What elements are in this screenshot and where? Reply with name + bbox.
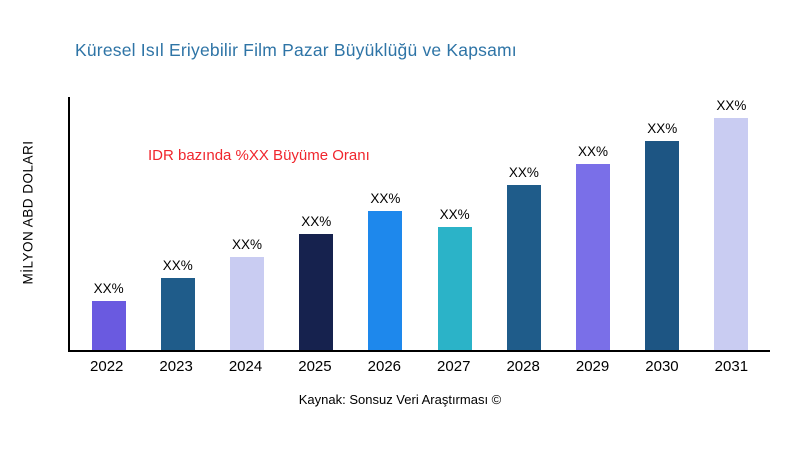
bar-value-label: XX% (716, 98, 747, 113)
x-tick-2025: 2025 (298, 358, 332, 375)
bar-column-2029: XX% (558, 144, 627, 350)
bar-2022 (91, 301, 126, 350)
x-tick-2026: 2026 (367, 358, 402, 375)
bar-value-label: XX% (508, 165, 539, 180)
bar-value-label: XX% (370, 191, 401, 206)
bar-2028 (506, 185, 541, 350)
bar-2024 (230, 257, 264, 350)
x-axis-tick-labels: 2022 2023 2024 2025 2026 2027 2028 2029 2030 2031 (68, 358, 770, 375)
bar-value-label: XX% (93, 281, 124, 296)
x-tick-2024: 2024 (228, 358, 263, 375)
bar-column-2031: XX% (697, 98, 766, 350)
x-tick-2030: 2030 (645, 358, 679, 375)
bar-2029 (576, 164, 611, 350)
bar-2025 (299, 234, 334, 350)
y-axis-label: MİLYON ABD DOLARI (20, 140, 36, 285)
bar-column-2024: XX% (212, 237, 281, 350)
bar-column-2027: XX% (420, 207, 489, 350)
bar-2030 (645, 141, 680, 350)
bar-value-label: XX% (647, 121, 678, 136)
bar-column-2026: XX% (351, 191, 420, 350)
bar-2023 (160, 278, 195, 350)
x-tick-2029: 2029 (575, 358, 610, 375)
x-tick-2028: 2028 (506, 358, 540, 375)
bar-2031 (714, 118, 749, 350)
bar-2027 (437, 227, 472, 350)
bar-column-2025: XX% (282, 214, 351, 350)
bar-group: XX% XX% XX% XX% XX% XX% XX% XX% XX% XX% (70, 97, 770, 350)
source-caption: Kaynak: Sonsuz Veri Araştırması © (298, 392, 502, 407)
bar-column-2022: XX% (74, 281, 143, 350)
bar-column-2030: XX% (628, 121, 697, 350)
x-tick-2022: 2022 (90, 358, 124, 375)
bar-value-label: XX% (578, 144, 609, 159)
bar-2026 (368, 211, 403, 350)
x-tick-2031: 2031 (714, 358, 749, 375)
bar-value-label: XX% (162, 258, 193, 273)
x-tick-2023: 2023 (159, 358, 193, 375)
growth-rate-annotation: IDR bazında %XX Büyüme Oranı (148, 147, 370, 164)
bar-value-label: XX% (232, 237, 263, 252)
bar-value-label: XX% (439, 207, 470, 222)
bar-column-2023: XX% (143, 258, 212, 350)
bar-column-2028: XX% (489, 165, 558, 350)
x-tick-2027: 2027 (437, 358, 471, 375)
plot-area: XX% XX% XX% XX% XX% XX% XX% XX% XX% XX% (68, 97, 770, 352)
chart-title: Küresel Isıl Eriyebilir Film Pazar Büyük… (75, 40, 517, 60)
bar-value-label: XX% (301, 214, 332, 229)
